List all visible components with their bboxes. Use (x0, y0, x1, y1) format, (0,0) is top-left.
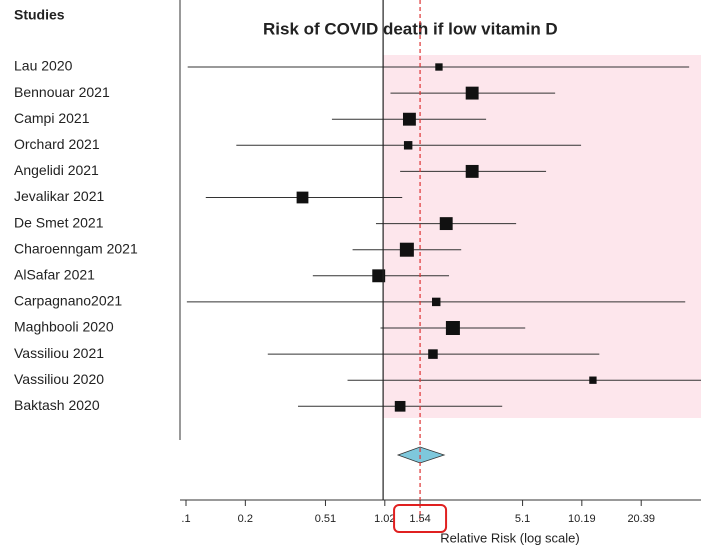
study-label: Lau 2020 (14, 58, 73, 74)
pooled-estimate (396, 446, 446, 464)
x-tick-label: 0.51 (315, 513, 336, 525)
study-label: Vassiliou 2020 (14, 371, 104, 387)
point-estimate (465, 86, 479, 100)
study-label: AlSafar 2021 (14, 267, 95, 283)
study-label: Campi 2021 (14, 110, 90, 126)
x-tick-label: 5.1 (515, 513, 530, 525)
study-label: Maghbooli 2020 (14, 319, 114, 335)
x-tick-label: 1.54 (409, 513, 430, 525)
study-label: Orchard 2021 (14, 136, 100, 152)
point-estimate (432, 297, 441, 307)
background-layer (383, 55, 701, 418)
plot-area (186, 63, 701, 464)
point-estimate (296, 191, 309, 204)
study-label: Vassiliou 2021 (14, 345, 104, 361)
favour-region (383, 55, 701, 418)
point-estimate (394, 400, 406, 412)
study-label: Bennouar 2021 (14, 84, 110, 100)
point-estimate (428, 349, 438, 359)
study-label: De Smet 2021 (14, 214, 104, 230)
column-header: Studies (14, 7, 65, 23)
x-tick-label: .1 (181, 513, 190, 525)
point-estimate (399, 242, 414, 257)
study-label: Angelidi 2021 (14, 162, 99, 178)
study-label: Baktash 2020 (14, 397, 100, 413)
chart-title: Risk of COVID death if low vitamin D (263, 19, 558, 38)
point-estimate (403, 141, 413, 150)
point-estimate (402, 112, 416, 126)
x-tick-label: 1.02 (374, 513, 395, 525)
point-estimate (589, 376, 597, 384)
point-estimate (445, 321, 460, 335)
point-estimate (465, 164, 479, 178)
point-estimate (435, 63, 443, 71)
point-estimate (439, 217, 453, 231)
study-label: Charoenngam 2021 (14, 240, 138, 256)
study-label: Carpagnano2021 (14, 293, 122, 309)
x-tick-label: 10.19 (568, 513, 596, 525)
x-tick-label: 20.39 (627, 513, 655, 525)
x-axis-label: Relative Risk (log scale) (440, 530, 579, 545)
tick-highlight (393, 504, 448, 533)
study-label: Jevalikar 2021 (14, 188, 104, 204)
x-tick-label: 0.2 (238, 513, 253, 525)
point-estimate (372, 269, 386, 283)
